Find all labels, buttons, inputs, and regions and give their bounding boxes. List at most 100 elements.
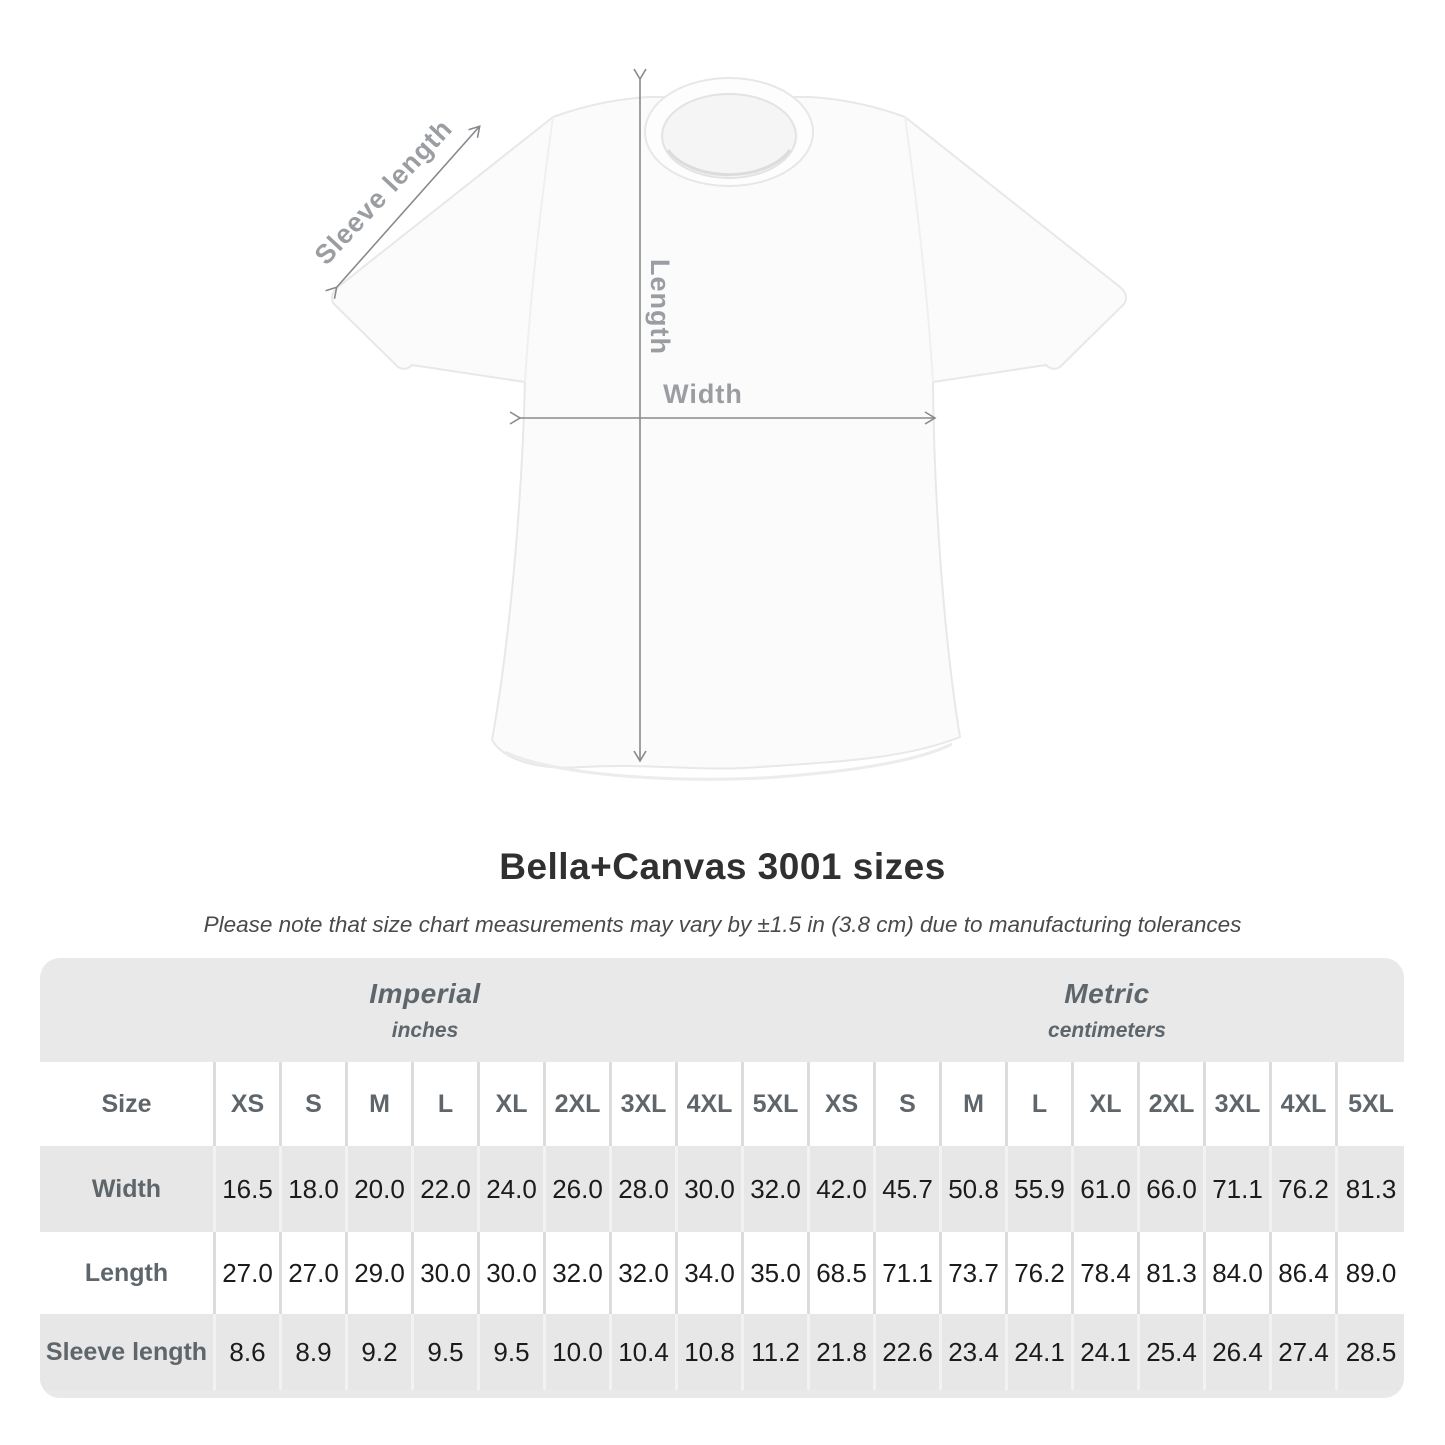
size-header-imperial-3xl: 3XL [612,1062,678,1146]
sleeve-metric-m-value: 23.4 [942,1314,1008,1390]
width-metric-5xl-value: 81.3 [1338,1146,1404,1232]
shirt-measurement-diagram: Sleeve length Length Width [309,68,1128,781]
size-header-imperial-xs: XS [216,1062,282,1146]
sleeve-imperial-5xl-value: 11.2 [744,1314,810,1390]
length-imperial-5xl-value: 35.0 [744,1232,810,1314]
width-metric-3xl-value: 71.1 [1206,1146,1272,1232]
sleeve-imperial-s-value: 8.9 [282,1314,348,1390]
sleeve-metric-2xl-value: 25.4 [1140,1314,1206,1390]
length-imperial-3xl-value: 32.0 [612,1232,678,1314]
sleeve-imperial-4xl-value: 10.8 [678,1314,744,1390]
size-header-imperial-s: S [282,1062,348,1146]
width-imperial-3xl-value: 28.0 [612,1146,678,1232]
width-imperial-xl-value: 24.0 [480,1146,546,1232]
length-metric-5xl-value: 89.0 [1338,1232,1404,1314]
length-label: Length [645,259,675,355]
size-header-metric-2xl: 2XL [1140,1062,1206,1146]
size-table: Imperial inches Metric centimeters Size X… [40,958,1404,1398]
length-metric-2xl-value: 81.3 [1140,1232,1206,1314]
length-row: Length 27.0 27.0 29.0 30.0 30.0 32.0 32.0 34.0 35… [40,1232,1404,1314]
length-metric-s-value: 71.1 [876,1232,942,1314]
left-sleeve-seam [524,116,554,383]
sleeve-imperial-xs-value: 8.6 [216,1314,282,1390]
width-metric-l-value: 55.9 [1008,1146,1074,1232]
width-metric-xl-value: 61.0 [1074,1146,1140,1232]
sleeve-length-arrow [325,125,481,299]
collar-opening [661,93,797,179]
size-header-row: Size XS S M L XL 2XL 3XL 4XL 5XL XS S M L XL 2XL 3XL 4XL 5… [40,1062,1404,1146]
size-table-grid: Imperial inches Metric centimeters Size X… [40,958,1404,1390]
sleeve-imperial-l-value: 9.5 [414,1314,480,1390]
length-imperial-2xl-value: 32.0 [546,1232,612,1314]
size-header-metric-5xl: 5XL [1338,1062,1404,1146]
sleeve-imperial-xl-value: 9.5 [480,1314,546,1390]
width-metric-m-value: 50.8 [942,1146,1008,1232]
metric-group-unit: centimeters [1048,1018,1166,1042]
size-header-imperial-5xl: 5XL [744,1062,810,1146]
size-header-imperial-2xl: 2XL [546,1062,612,1146]
length-metric-xs-value: 68.5 [810,1232,876,1314]
hem-shadow [504,742,953,781]
sleeve-metric-xl-value: 24.1 [1074,1314,1140,1390]
row-label-width: Width [40,1146,216,1232]
size-header-imperial-xl: XL [480,1062,546,1146]
width-imperial-xs-value: 16.5 [216,1146,282,1232]
imperial-group-header: Imperial inches [40,958,810,1062]
sleeve-imperial-2xl-value: 10.0 [546,1314,612,1390]
length-imperial-4xl-value: 34.0 [678,1232,744,1314]
size-header-imperial-4xl: 4XL [678,1062,744,1146]
collar-inner-shadow [666,149,792,177]
imperial-group-unit: inches [391,1018,459,1042]
sleeve-metric-xs-value: 21.8 [810,1314,876,1390]
width-imperial-s-value: 18.0 [282,1146,348,1232]
length-metric-xl-value: 78.4 [1074,1232,1140,1314]
sleeve-row: Sleeve length 8.6 8.9 9.2 9.5 9.5 10.0 10.4 10.8… [40,1314,1404,1390]
shirt-graphic [330,96,1128,770]
length-imperial-xl-value: 30.0 [480,1232,546,1314]
size-header-imperial-l: L [414,1062,480,1146]
width-imperial-2xl-value: 26.0 [546,1146,612,1232]
size-header-imperial-m: M [348,1062,414,1146]
length-metric-3xl-value: 84.0 [1206,1232,1272,1314]
metric-group-header: Metric centimeters [810,958,1404,1062]
row-label-sleeve: Sleeve length [40,1314,216,1390]
size-header-metric-s: S [876,1062,942,1146]
width-label: Width [663,379,743,409]
row-label-length: Length [40,1232,216,1314]
width-metric-xs-value: 42.0 [810,1146,876,1232]
width-imperial-4xl-value: 30.0 [678,1146,744,1232]
width-row: Width 16.5 18.0 20.0 22.0 24.0 26.0 28.0 30.0 32.… [40,1146,1404,1232]
length-imperial-s-value: 27.0 [282,1232,348,1314]
sleeve-imperial-m-value: 9.2 [348,1314,414,1390]
length-metric-4xl-value: 86.4 [1272,1232,1338,1314]
shirt-diagram-svg: Sleeve length Length Width [309,68,1128,781]
tolerance-note: Please note that size chart measurements… [203,912,1242,937]
sleeve-metric-l-value: 24.1 [1008,1314,1074,1390]
width-metric-4xl-value: 76.2 [1272,1146,1338,1232]
size-header-metric-3xl: 3XL [1206,1062,1272,1146]
sleeve-metric-5xl-value: 28.5 [1338,1314,1404,1390]
width-metric-s-value: 45.7 [876,1146,942,1232]
size-header-metric-l: L [1008,1062,1074,1146]
length-metric-m-value: 73.7 [942,1232,1008,1314]
width-metric-2xl-value: 66.0 [1140,1146,1206,1232]
size-header-metric-4xl: 4XL [1272,1062,1338,1146]
length-imperial-xs-value: 27.0 [216,1232,282,1314]
metric-group-label: Metric [1064,977,1150,1009]
sleeve-metric-s-value: 22.6 [876,1314,942,1390]
unit-group-header-row: Imperial inches Metric centimeters [40,958,1404,1062]
imperial-group-label: Imperial [369,977,481,1009]
size-header-metric-xs: XS [810,1062,876,1146]
length-metric-l-value: 76.2 [1008,1232,1074,1314]
length-imperial-l-value: 30.0 [414,1232,480,1314]
right-sleeve-seam [904,116,934,383]
length-imperial-m-value: 29.0 [348,1232,414,1314]
sleeve-metric-4xl-value: 27.4 [1272,1314,1338,1390]
size-header-metric-xl: XL [1074,1062,1140,1146]
width-imperial-5xl-value: 32.0 [744,1146,810,1232]
width-imperial-m-value: 20.0 [348,1146,414,1232]
width-imperial-l-value: 22.0 [414,1146,480,1232]
size-column-header: Size [40,1062,216,1146]
sleeve-imperial-3xl-value: 10.4 [612,1314,678,1390]
size-table-body: Size XS S M L XL 2XL 3XL 4XL 5XL XS S M L XL 2XL 3XL 4XL 5… [40,1062,1404,1390]
